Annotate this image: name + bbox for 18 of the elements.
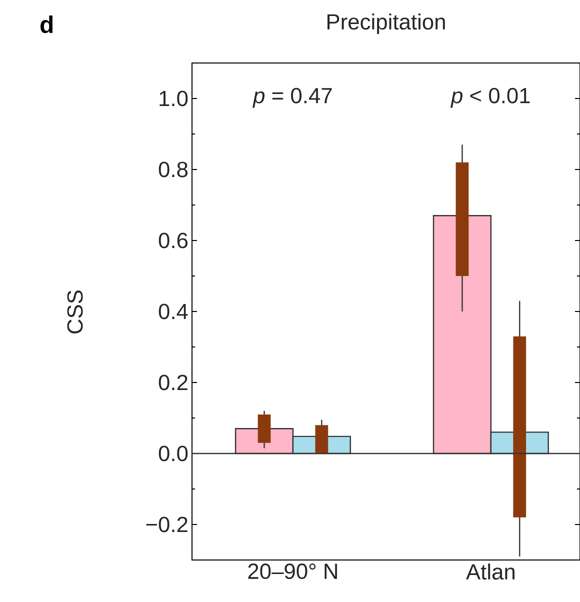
x-tick-label: 20–90° N (248, 564, 337, 580)
y-axis-title: CSS (67, 290, 83, 334)
y-tick-label: 1.0 (160, 90, 188, 106)
annotation: p = 0.47 (252, 88, 332, 108)
bar (513, 336, 526, 518)
chart-title: Precipitation (327, 14, 445, 34)
y-tick-label: 0.8 (158, 162, 188, 178)
bar (456, 162, 469, 276)
y-tick-label: 0.0 (158, 446, 188, 462)
bar (315, 425, 328, 454)
text: d (40, 16, 53, 34)
annotation: p < 0.01 (450, 88, 530, 108)
y-tick-label: 0.2 (158, 374, 188, 390)
y-tick-label: 0.6 (158, 232, 188, 248)
x-tick-label: Atlan (466, 564, 514, 580)
y-tick-label: −0.2 (146, 516, 188, 532)
bar (258, 414, 271, 443)
y-tick-label: 0.4 (158, 304, 188, 320)
